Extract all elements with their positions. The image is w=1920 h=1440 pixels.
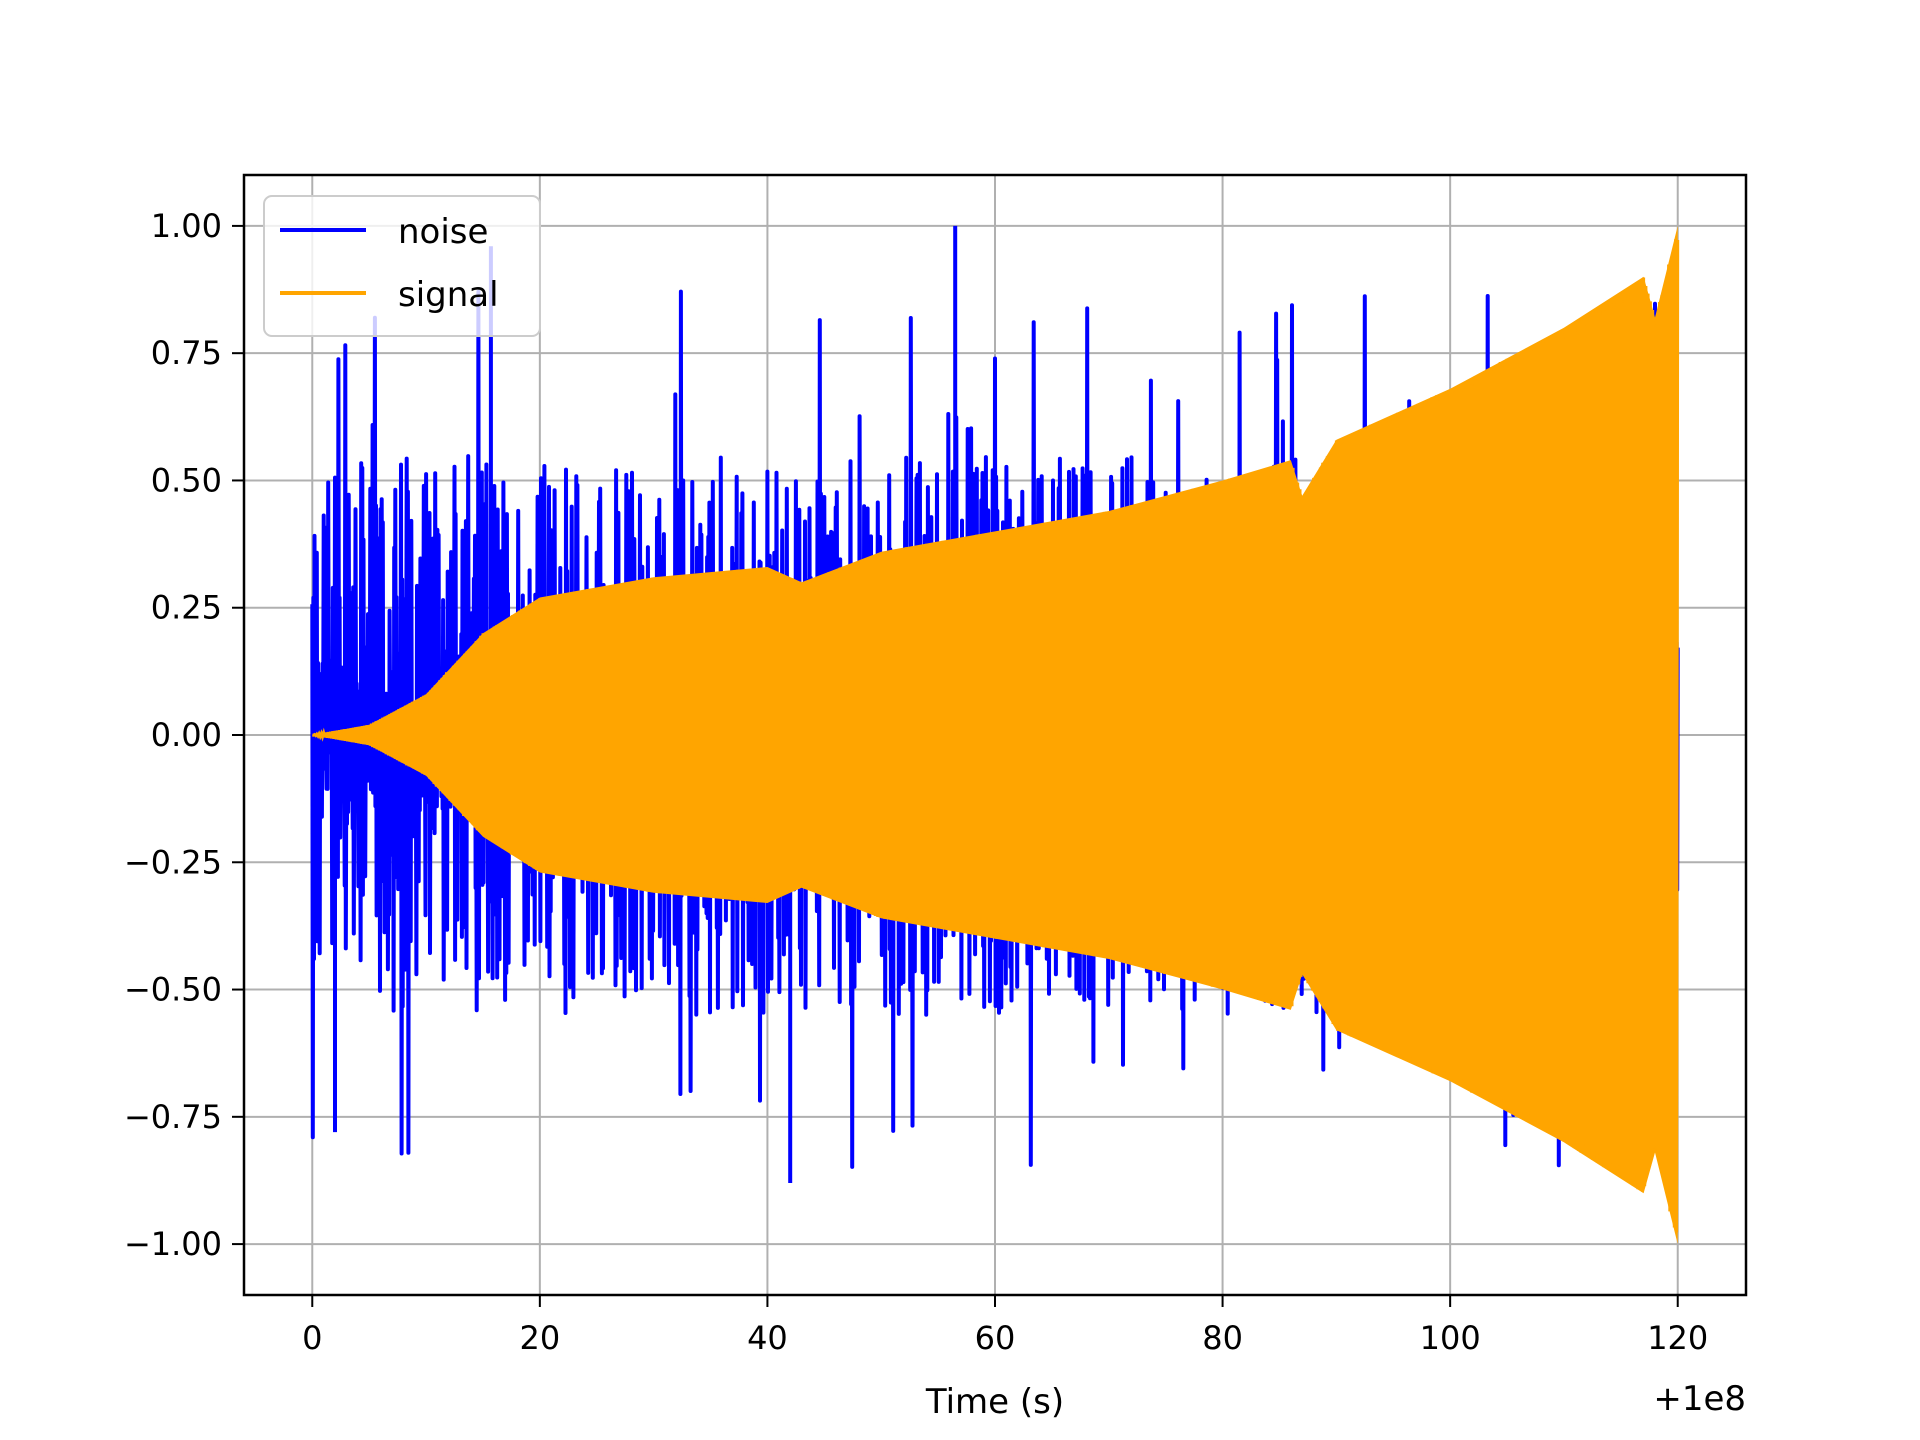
y-axis-ticks: −1.00 −0.75 −0.50 −0.25 0.00 0.25 0.50 0.75 1.00 xyxy=(124,207,244,1263)
x-axis-ticks: 0 20 40 60 80 100 120 xyxy=(302,1295,1708,1357)
x-tick-label: 100 xyxy=(1420,1319,1481,1357)
x-axis-offset-label: +1e8 xyxy=(1653,1379,1746,1419)
y-tick-label: 0.00 xyxy=(151,716,222,754)
y-tick-label: 1.00 xyxy=(151,207,222,245)
legend: noise signal xyxy=(263,195,541,337)
y-tick-label: −0.25 xyxy=(124,843,222,881)
y-tick-label: −1.00 xyxy=(124,1225,222,1263)
y-tick-label: −0.50 xyxy=(124,971,222,1009)
series-signal xyxy=(312,239,1680,1233)
x-tick-label: 20 xyxy=(519,1319,560,1357)
legend-noise-label: noise xyxy=(398,212,488,252)
x-tick-label: 60 xyxy=(975,1319,1016,1357)
y-tick-label: 0.75 xyxy=(151,334,222,372)
series-noise xyxy=(310,225,1680,1183)
x-tick-label: 120 xyxy=(1647,1319,1708,1357)
x-tick-label: 40 xyxy=(747,1319,788,1357)
y-tick-label: −0.75 xyxy=(124,1098,222,1136)
x-tick-label: 80 xyxy=(1202,1319,1243,1357)
x-axis-label: Time (s) xyxy=(925,1382,1064,1422)
y-tick-label: 0.50 xyxy=(151,461,222,499)
legend-signal-label: signal xyxy=(398,275,499,315)
y-tick-label: 0.25 xyxy=(151,589,222,627)
x-tick-label: 0 xyxy=(302,1319,322,1357)
